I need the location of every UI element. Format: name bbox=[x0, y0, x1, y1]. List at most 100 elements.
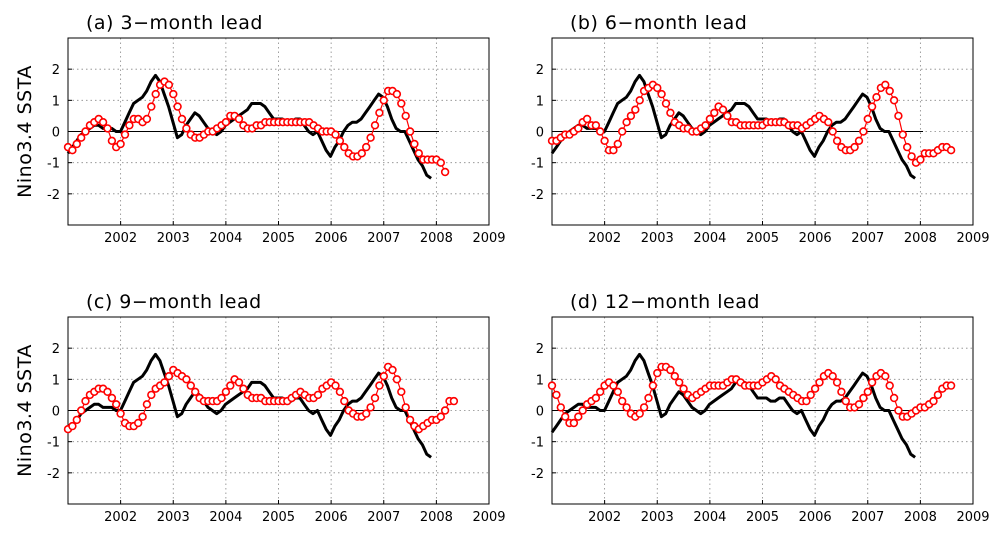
forecast-point bbox=[574, 124, 583, 133]
x-tick-label: 2008 bbox=[420, 231, 453, 246]
forecast-point bbox=[881, 372, 890, 381]
x-tick-label: 2003 bbox=[157, 231, 190, 246]
forecast-point bbox=[76, 133, 86, 142]
x-tick-label: 2006 bbox=[315, 510, 348, 525]
forecast-point bbox=[872, 92, 881, 102]
observed-series-line bbox=[66, 73, 432, 180]
forecast-point bbox=[674, 378, 684, 387]
forecast-point bbox=[556, 403, 565, 412]
forecast-point bbox=[234, 378, 244, 387]
forecast-point bbox=[76, 406, 86, 415]
forecast-point bbox=[933, 390, 943, 400]
forecast-point bbox=[436, 412, 445, 421]
y-tick-label: 0 bbox=[52, 126, 60, 141]
forecast-point bbox=[841, 396, 850, 406]
forecast-point bbox=[111, 400, 121, 409]
forecast-point bbox=[617, 127, 627, 136]
panel-title: (c) 9−month lead bbox=[86, 291, 262, 313]
forecast-point bbox=[626, 111, 636, 121]
forecast-point bbox=[182, 375, 191, 384]
forecast-point bbox=[867, 378, 877, 387]
forecast-point bbox=[850, 142, 859, 152]
forecast-point bbox=[578, 406, 587, 415]
forecast-point bbox=[449, 396, 459, 406]
panel-a: 2002 2003 2004 2005 2006 2007 2008 2009 -2 -1 0 1 2 (… bbox=[14, 12, 506, 246]
forecast-point bbox=[837, 387, 846, 396]
y-axis-label: Nino3.4 SSTA bbox=[14, 65, 36, 198]
forecast-point bbox=[331, 130, 340, 139]
forecast-point bbox=[635, 409, 644, 418]
forecast-point bbox=[362, 409, 371, 418]
forecast-point bbox=[401, 111, 410, 121]
forecast-point bbox=[125, 121, 134, 130]
x-tick-label: 2004 bbox=[693, 231, 726, 246]
forecast-point bbox=[107, 136, 117, 146]
observed-series-line bbox=[550, 352, 916, 459]
forecast-point bbox=[414, 149, 423, 158]
forecast-point bbox=[440, 167, 450, 177]
x-tick-label: 2007 bbox=[367, 510, 400, 525]
forecast-point bbox=[894, 111, 903, 121]
forecast-point bbox=[331, 381, 340, 390]
forecast-point bbox=[362, 142, 371, 152]
forecast-point bbox=[151, 89, 160, 99]
forecast-point bbox=[609, 146, 618, 155]
forecast-point bbox=[335, 387, 345, 396]
forecast-point bbox=[72, 139, 82, 149]
x-tick-label: 2007 bbox=[851, 231, 884, 246]
forecast-point bbox=[810, 384, 820, 393]
forecast-point bbox=[191, 387, 200, 396]
forecast-point bbox=[81, 127, 90, 136]
forecast-point bbox=[815, 378, 824, 387]
forecast-point bbox=[142, 114, 152, 124]
forecast-point bbox=[885, 86, 894, 96]
y-tick-label: 2 bbox=[536, 342, 544, 357]
forecast-point bbox=[635, 96, 644, 105]
forecast-point bbox=[885, 381, 894, 390]
forecast-point bbox=[379, 372, 388, 381]
forecast-point bbox=[648, 381, 658, 390]
forecast-point bbox=[898, 130, 907, 139]
forecast-point bbox=[582, 114, 592, 124]
forecast-point bbox=[313, 390, 323, 400]
forecast-point bbox=[116, 139, 125, 149]
forecast-point bbox=[221, 387, 231, 396]
forecast-point bbox=[379, 96, 388, 105]
forecast-point bbox=[186, 381, 196, 390]
forecast-point bbox=[902, 142, 912, 152]
forecast-point bbox=[723, 111, 732, 121]
x-tick-label: 2008 bbox=[904, 231, 937, 246]
x-tick-label: 2006 bbox=[799, 510, 832, 525]
y-tick-label: 0 bbox=[52, 405, 60, 420]
x-tick-label: 2003 bbox=[641, 231, 674, 246]
x-tick-label: 2003 bbox=[641, 510, 674, 525]
forecast-point bbox=[889, 393, 899, 403]
forecast-point bbox=[388, 365, 397, 375]
forecast-point bbox=[854, 400, 864, 409]
y-tick-label: -1 bbox=[47, 436, 60, 451]
forecast-point bbox=[894, 406, 903, 415]
forecast-point bbox=[666, 365, 675, 375]
y-tick-label: 2 bbox=[52, 63, 60, 78]
forecast-point bbox=[234, 114, 244, 124]
forecast-point bbox=[160, 378, 169, 387]
forecast-point bbox=[661, 99, 671, 108]
forecast-point bbox=[679, 384, 688, 393]
forecast-point bbox=[142, 400, 152, 409]
panel-title: (a) 3−month lead bbox=[86, 12, 263, 34]
forecast-point bbox=[173, 102, 182, 111]
forecast-point bbox=[600, 136, 609, 146]
forecast-point bbox=[221, 117, 231, 127]
y-tick-label: -1 bbox=[531, 436, 544, 451]
x-tick-label: 2002 bbox=[588, 231, 621, 246]
y-tick-label: 2 bbox=[52, 342, 60, 357]
x-tick-label: 2002 bbox=[104, 231, 137, 246]
x-tick-label: 2004 bbox=[693, 510, 726, 525]
forecast-point bbox=[68, 421, 77, 431]
x-tick-label: 2007 bbox=[367, 231, 400, 246]
forecast-point bbox=[182, 124, 191, 133]
panel-title: (d) 12−month lead bbox=[570, 291, 760, 313]
forecast-point bbox=[547, 381, 557, 390]
y-tick-label: -2 bbox=[47, 188, 60, 203]
